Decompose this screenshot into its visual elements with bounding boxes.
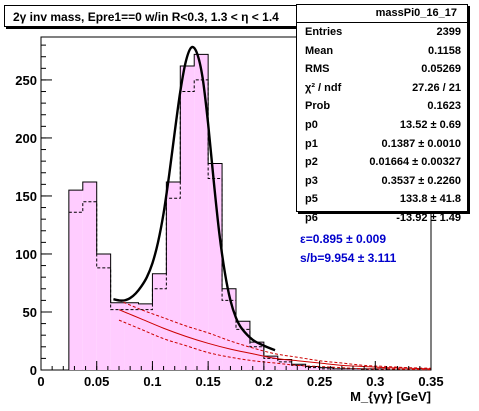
stats-label: χ² / ndf (305, 81, 342, 94)
histogram-bar (110, 302, 125, 370)
stats-label: RMS (305, 63, 330, 76)
stats-row: p6 -13.92 ± 1.49 (297, 209, 467, 228)
stats-value: 13.52 ± 0.69 (399, 118, 461, 131)
stats-row: p0 13.52 ± 0.69 (297, 116, 467, 135)
histogram-bar (333, 368, 348, 370)
signal-background-annotation: s/b=9.954 ± 3.111 (300, 251, 397, 265)
stats-label: p6 (305, 211, 318, 224)
x-axis-label: M_{γγ} [GeV] (350, 389, 431, 404)
histogram-bar (180, 66, 195, 371)
histogram-bar (208, 163, 223, 370)
axes: 0 0.05 0.1 0.15 0.2 0.25 0.3 0.35 0 50 100 150 200 25… (15, 44, 444, 404)
y-tick-label: 250 (15, 73, 37, 88)
stats-rows: Entries 2399 Mean 0.1158 RMS 0.05269 χ² / ndf 2… (297, 23, 467, 228)
stats-row: RMS 0.05269 (297, 60, 467, 79)
histogram-bar (305, 366, 320, 370)
stats-row: p1 0.1387 ± 0.0010 (297, 135, 467, 154)
stats-label: p0 (305, 118, 318, 131)
background-band-lower (118, 319, 432, 371)
histogram-bar (277, 359, 292, 370)
histogram-bar (249, 342, 264, 370)
x-tick-label: 0.35 (418, 374, 443, 389)
stats-value: 133.8 ± 41.8 (399, 193, 461, 206)
stats-histogram-name: massPi0_16_17 (297, 5, 467, 23)
y-tick-label: 150 (15, 189, 37, 204)
histogram-bar (68, 190, 83, 370)
stats-label: Entries (305, 26, 343, 38)
chart-title: 2γ inv mass, Epre1==0 w/in R<0.3, 1.3 < … (4, 5, 332, 27)
histogram-bar (152, 273, 167, 370)
stats-value: 0.1623 (427, 100, 461, 113)
stats-value: -13.92 ± 1.49 (396, 211, 461, 224)
stats-label: p5 (305, 193, 318, 206)
x-tick-label: 0.15 (195, 374, 220, 389)
y-tick-label: 200 (15, 131, 37, 146)
stats-label: Mean (305, 44, 334, 57)
histogram-bar (347, 368, 362, 370)
histogram-bar (124, 302, 139, 370)
stats-box: massPi0_16_17 Entries 2399 Mean 0.1158 RMS 0.… (296, 4, 468, 224)
stats-row: Prob 0.1623 (297, 97, 467, 116)
y-tick-label: 0 (30, 363, 37, 378)
stats-value: 0.3537 ± 0.2260 (381, 174, 461, 187)
stats-label: p1 (305, 137, 318, 150)
y-tick-label: 100 (15, 247, 37, 262)
stats-value: 0.01664 ± 0.00327 (369, 156, 461, 169)
stats-row: χ² / ndf 27.26 / 21 (297, 79, 467, 98)
stats-row: p2 0.01664 ± 0.00327 (297, 153, 467, 172)
histogram-bar (291, 364, 306, 370)
histogram-bar (166, 182, 181, 370)
y-tick-label: 50 (23, 305, 37, 320)
histogram-bar (263, 356, 278, 370)
efficiency-annotation: ε=0.895 ± 0.009 (300, 232, 387, 246)
x-tick-label: 0.05 (84, 374, 109, 389)
histogram-bar (194, 54, 209, 371)
background-band-upper (118, 299, 432, 369)
x-tick-label: 0.3 (366, 374, 384, 389)
x-tick-label: 0.25 (307, 374, 332, 389)
histogram-bar (96, 253, 111, 370)
stats-row: p3 0.3537 ± 0.2260 (297, 172, 467, 191)
stats-label: p2 (305, 156, 318, 169)
x-tick-label: 0 (37, 374, 44, 389)
stats-row: p5 133.8 ± 41.8 (297, 190, 467, 209)
histogram-bar (138, 303, 153, 370)
histogram-bar (82, 182, 97, 370)
stats-label: p3 (305, 174, 318, 187)
background-fit-curve (118, 309, 432, 370)
signal-fit-curve (113, 45, 276, 352)
stats-row: Entries 2399 (297, 23, 467, 42)
stats-value: 2399 (436, 26, 461, 38)
stats-value: 27.26 / 21 (412, 81, 461, 94)
x-tick-label: 0.1 (143, 374, 161, 389)
stats-row: Mean 0.1158 (297, 42, 467, 61)
histogram-bar (375, 368, 390, 370)
histogram-bar (319, 367, 334, 370)
stats-label: Prob (305, 100, 331, 113)
histogram-bar (361, 368, 376, 370)
stats-value: 0.1387 ± 0.0010 (381, 137, 461, 150)
stats-value: 0.05269 (421, 63, 461, 76)
x-tick-label: 0.2 (255, 374, 273, 389)
stats-value: 0.1158 (427, 44, 461, 57)
